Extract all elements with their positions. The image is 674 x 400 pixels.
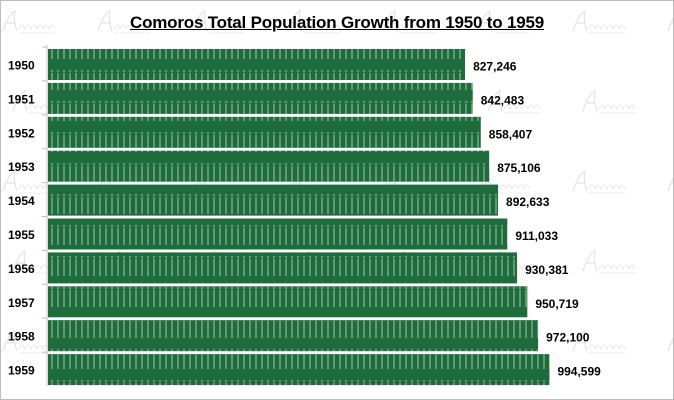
data-label: 950,719 xyxy=(535,297,579,311)
category-label: 1959 xyxy=(8,364,35,378)
data-label: 892,633 xyxy=(506,195,550,209)
chart-title: Comoros Total Population Growth from 195… xyxy=(130,13,544,32)
category-label: 1958 xyxy=(8,330,35,344)
bar-1957 xyxy=(48,286,528,318)
bar-1950 xyxy=(48,49,466,80)
category-label: 1957 xyxy=(8,296,35,310)
bar-1954 xyxy=(48,184,499,216)
category-label: 1952 xyxy=(8,126,35,140)
data-label: 858,407 xyxy=(489,127,533,141)
bar-1952 xyxy=(48,116,481,148)
bar-1959 xyxy=(48,354,550,386)
data-label: 994,599 xyxy=(557,365,601,379)
bar-1958 xyxy=(48,320,539,352)
category-label: 1953 xyxy=(8,160,35,174)
data-label: 911,033 xyxy=(515,229,558,243)
data-label: 930,381 xyxy=(525,263,569,277)
data-label: 842,483 xyxy=(481,93,525,107)
category-label: 1951 xyxy=(8,92,35,106)
category-label: 1955 xyxy=(8,228,35,242)
category-label: 1956 xyxy=(8,262,35,276)
category-label: 1950 xyxy=(8,59,35,73)
bar-1955 xyxy=(48,218,508,250)
category-label: 1954 xyxy=(8,194,35,208)
data-label: 827,246 xyxy=(473,60,517,74)
bar-1953 xyxy=(48,150,490,182)
data-label: 875,106 xyxy=(497,161,541,175)
bar-1951 xyxy=(48,82,473,114)
bar-1956 xyxy=(48,252,518,284)
data-label: 972,100 xyxy=(546,331,590,345)
